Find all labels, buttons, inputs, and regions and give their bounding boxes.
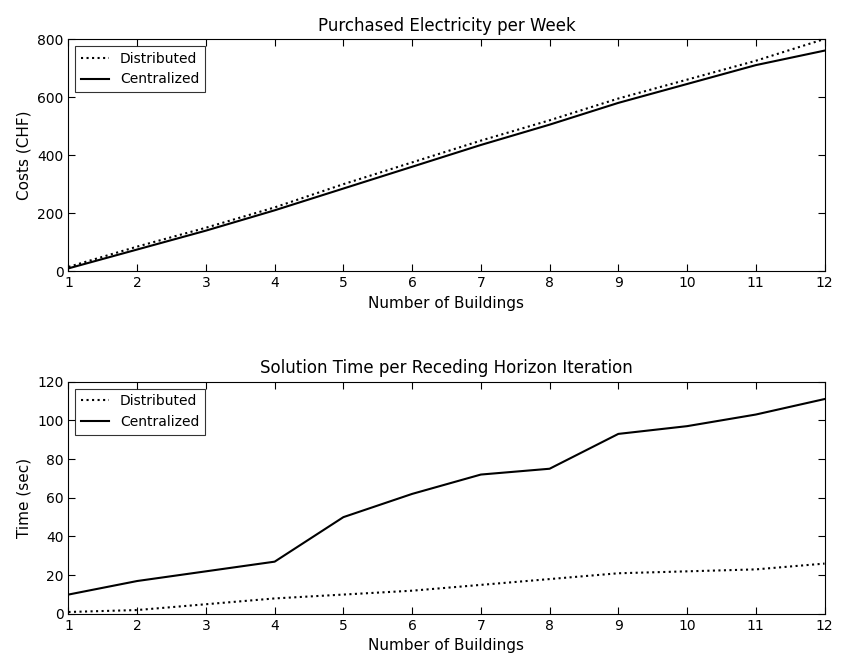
Distributed	[751, 565, 761, 574]
Distributed	[132, 243, 142, 251]
Centralized	[64, 265, 74, 273]
Centralized	[682, 422, 692, 430]
Distributed	[545, 117, 555, 125]
Y-axis label: Time (sec): Time (sec)	[17, 458, 31, 538]
Title: Solution Time per Receding Horizon Iteration: Solution Time per Receding Horizon Itera…	[260, 359, 633, 377]
Distributed	[682, 76, 692, 84]
Line: Distributed: Distributed	[69, 563, 824, 612]
Centralized	[407, 163, 417, 171]
Centralized	[338, 513, 348, 521]
Centralized	[819, 47, 830, 55]
Line: Centralized: Centralized	[69, 51, 824, 269]
Centralized	[269, 557, 280, 565]
Distributed	[201, 224, 211, 232]
Distributed	[269, 204, 280, 212]
Distributed	[338, 590, 348, 598]
Title: Purchased Electricity per Week: Purchased Electricity per Week	[318, 17, 575, 35]
X-axis label: Number of Buildings: Number of Buildings	[369, 639, 524, 653]
Legend: Distributed, Centralized: Distributed, Centralized	[76, 46, 205, 92]
Centralized	[201, 226, 211, 234]
Distributed	[407, 158, 417, 166]
Centralized	[132, 577, 142, 585]
Distributed	[64, 608, 74, 616]
Distributed	[64, 263, 74, 271]
Centralized	[545, 465, 555, 473]
Distributed	[269, 594, 280, 602]
Line: Distributed: Distributed	[69, 39, 824, 267]
Distributed	[613, 570, 623, 578]
Distributed	[407, 587, 417, 595]
Centralized	[201, 567, 211, 576]
Distributed	[751, 57, 761, 65]
Centralized	[613, 430, 623, 438]
Distributed	[476, 581, 486, 589]
Centralized	[682, 80, 692, 88]
Line: Centralized: Centralized	[69, 399, 824, 594]
Distributed	[545, 575, 555, 583]
X-axis label: Number of Buildings: Number of Buildings	[369, 295, 524, 311]
Y-axis label: Costs (CHF): Costs (CHF)	[17, 111, 31, 200]
Distributed	[819, 35, 830, 43]
Centralized	[338, 184, 348, 192]
Centralized	[407, 490, 417, 498]
Centralized	[269, 206, 280, 214]
Centralized	[751, 411, 761, 419]
Centralized	[132, 245, 142, 253]
Centralized	[545, 121, 555, 129]
Centralized	[476, 470, 486, 478]
Distributed	[819, 559, 830, 567]
Distributed	[682, 567, 692, 576]
Distributed	[476, 137, 486, 145]
Centralized	[819, 395, 830, 403]
Centralized	[751, 61, 761, 69]
Distributed	[613, 94, 623, 103]
Distributed	[201, 600, 211, 608]
Centralized	[613, 99, 623, 107]
Centralized	[64, 590, 74, 598]
Distributed	[338, 180, 348, 188]
Centralized	[476, 141, 486, 149]
Distributed	[132, 606, 142, 614]
Legend: Distributed, Centralized: Distributed, Centralized	[76, 389, 205, 435]
